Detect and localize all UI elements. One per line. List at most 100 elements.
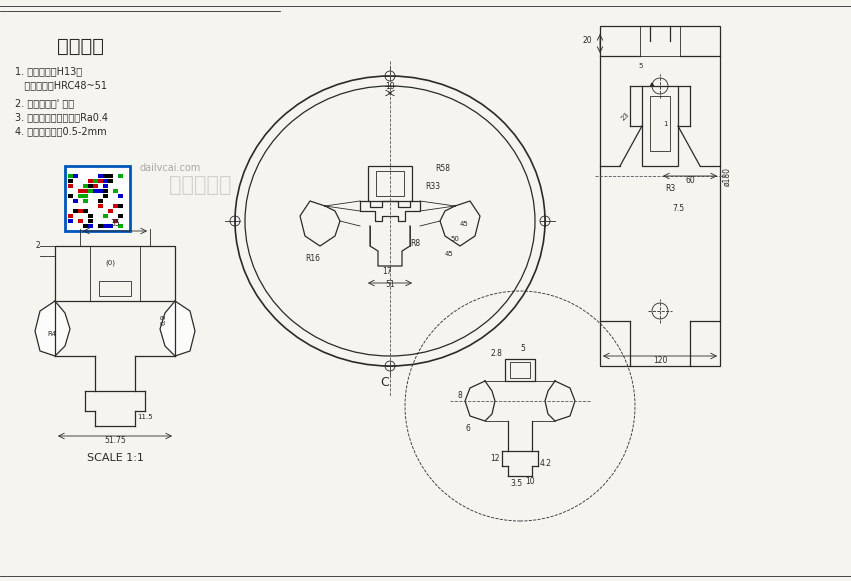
Text: 2. 导流室：粗' 精铣: 2. 导流室：粗' 精铣: [15, 98, 74, 108]
Bar: [83, 193, 88, 198]
Bar: [600, 26, 720, 366]
Text: 51: 51: [386, 280, 395, 289]
Bar: [83, 224, 88, 228]
Text: 51.75: 51.75: [104, 436, 126, 445]
Bar: [73, 174, 77, 178]
Text: 7.5: 7.5: [672, 204, 684, 213]
Bar: [88, 224, 93, 228]
Bar: [376, 171, 404, 196]
Text: R4: R4: [47, 331, 56, 337]
Bar: [103, 188, 107, 193]
FancyArrow shape: [650, 83, 654, 86]
Text: ø180: ø180: [723, 167, 732, 185]
Bar: [505, 359, 535, 381]
Bar: [103, 193, 107, 198]
Text: 5: 5: [638, 63, 643, 69]
Text: 60: 60: [685, 176, 695, 185]
Bar: [68, 193, 72, 198]
Bar: [73, 199, 77, 203]
Text: 5: 5: [521, 344, 525, 353]
Text: 11.5: 11.5: [137, 414, 152, 420]
Bar: [98, 199, 102, 203]
Text: 2.8: 2.8: [490, 349, 502, 358]
Text: C: C: [380, 376, 390, 389]
Bar: [83, 184, 88, 188]
Bar: [98, 188, 102, 193]
Bar: [113, 203, 117, 208]
Bar: [368, 166, 412, 201]
Bar: [93, 178, 98, 183]
Bar: [103, 184, 107, 188]
Text: R3: R3: [665, 184, 675, 193]
Bar: [113, 188, 117, 193]
Text: R58: R58: [435, 164, 450, 173]
Text: 10: 10: [525, 477, 534, 486]
Text: dailvcai.com: dailvcai.com: [140, 163, 201, 173]
Text: 6: 6: [465, 424, 470, 433]
Bar: [68, 178, 72, 183]
Text: 1. 模具材料：H13，: 1. 模具材料：H13，: [15, 66, 83, 76]
Text: R8: R8: [410, 239, 420, 248]
Bar: [103, 178, 107, 183]
Bar: [88, 213, 93, 218]
Text: 2: 2: [35, 241, 40, 250]
Bar: [118, 203, 123, 208]
Text: (0): (0): [105, 259, 115, 266]
Bar: [68, 174, 72, 178]
Text: 3. 工作带表面粗糙度为Ra0.4: 3. 工作带表面粗糙度为Ra0.4: [15, 112, 108, 122]
Bar: [88, 184, 93, 188]
Polygon shape: [35, 301, 70, 356]
Text: SCALE 1:1: SCALE 1:1: [87, 453, 144, 463]
Bar: [640, 26, 680, 56]
Bar: [108, 209, 112, 213]
Text: 35: 35: [110, 219, 120, 228]
Bar: [99, 281, 131, 296]
Bar: [78, 218, 83, 223]
Text: 4. 工作带空刀：0.5-2mm: 4. 工作带空刀：0.5-2mm: [15, 126, 106, 136]
Bar: [118, 224, 123, 228]
Bar: [83, 209, 88, 213]
Text: 1: 1: [663, 121, 667, 127]
Text: R33: R33: [425, 182, 440, 191]
Bar: [88, 218, 93, 223]
Bar: [88, 188, 93, 193]
Bar: [55, 246, 175, 301]
Bar: [510, 362, 530, 378]
Text: 17: 17: [382, 267, 391, 276]
Text: 50: 50: [450, 236, 459, 242]
Bar: [118, 174, 123, 178]
Text: 4.2: 4.2: [540, 459, 552, 468]
Bar: [88, 178, 93, 183]
Text: 23: 23: [620, 112, 631, 122]
Bar: [65, 166, 130, 231]
Text: R16: R16: [305, 254, 320, 263]
Text: 45: 45: [460, 221, 469, 227]
Bar: [108, 174, 112, 178]
Bar: [68, 213, 72, 218]
Text: 6.9: 6.9: [160, 314, 166, 325]
Text: 45: 45: [445, 251, 454, 257]
Bar: [78, 193, 83, 198]
Bar: [98, 203, 102, 208]
Text: 技术要求: 技术要求: [56, 37, 104, 56]
Polygon shape: [160, 301, 195, 356]
Bar: [103, 174, 107, 178]
Text: 12: 12: [490, 454, 500, 463]
Text: 8: 8: [458, 391, 462, 400]
Bar: [650, 96, 670, 151]
Bar: [103, 213, 107, 218]
Bar: [73, 209, 77, 213]
Bar: [98, 174, 102, 178]
Bar: [118, 193, 123, 198]
Bar: [93, 184, 98, 188]
Bar: [103, 224, 107, 228]
Bar: [118, 213, 123, 218]
Bar: [108, 224, 112, 228]
Text: 大沥铝材网: 大沥铝材网: [168, 175, 231, 195]
Bar: [83, 188, 88, 193]
Bar: [68, 218, 72, 223]
Text: 20: 20: [582, 36, 591, 45]
Bar: [113, 218, 117, 223]
Text: 3.5: 3.5: [510, 479, 523, 488]
Bar: [83, 199, 88, 203]
